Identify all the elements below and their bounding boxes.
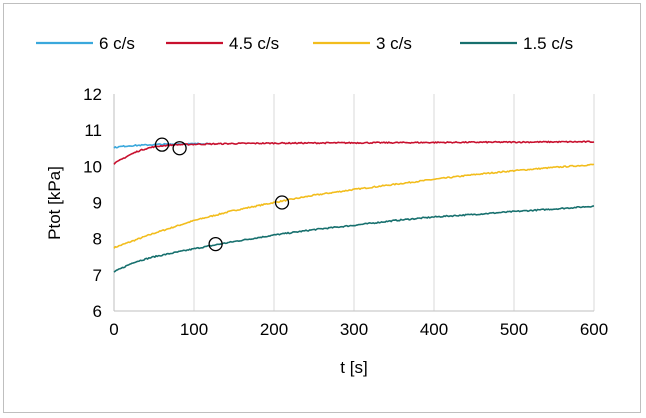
y-tick-label: 9 xyxy=(93,194,102,213)
y-tick-label: 10 xyxy=(83,157,102,176)
highlight-marker xyxy=(274,195,290,210)
legend-label: 4.5 c/s xyxy=(229,34,279,53)
x-tick-label: 300 xyxy=(340,320,368,339)
series-group xyxy=(113,140,595,273)
series-line xyxy=(113,163,595,249)
series-line xyxy=(113,205,595,273)
x-axis-label: t [s] xyxy=(340,358,367,377)
y-tick-label: 12 xyxy=(83,85,102,104)
y-tick-label: 7 xyxy=(93,266,102,285)
legend-label: 1.5 c/s xyxy=(523,34,573,53)
markers-group xyxy=(154,137,290,252)
x-tick-label: 500 xyxy=(500,320,528,339)
highlight-marker xyxy=(208,236,223,252)
x-tick-label: 400 xyxy=(420,320,448,339)
x-tick-label: 600 xyxy=(580,320,608,339)
x-tick-label: 0 xyxy=(109,320,118,339)
legend-label: 3 c/s xyxy=(376,34,412,53)
legend: 6 c/s 4.5 c/s 3 c/s 1.5 c/s xyxy=(36,34,573,53)
chart-frame xyxy=(3,3,641,413)
grid-lines xyxy=(193,94,595,311)
series-line xyxy=(113,140,595,165)
y-tick-label: 8 xyxy=(93,230,102,249)
x-tick-label: 100 xyxy=(180,320,208,339)
axes: 0 100 200 300 400 500 600 6 7 8 9 10 11 12 xyxy=(83,85,608,339)
y-tick-label: 11 xyxy=(84,121,102,140)
y-axis-label: Ptot [kPa] xyxy=(45,166,64,240)
y-tick-label: 6 xyxy=(93,302,102,321)
highlight-marker xyxy=(154,137,170,152)
legend-label: 6 c/s xyxy=(99,34,135,53)
highlight-marker xyxy=(172,141,187,156)
x-tick-label: 200 xyxy=(260,320,288,339)
